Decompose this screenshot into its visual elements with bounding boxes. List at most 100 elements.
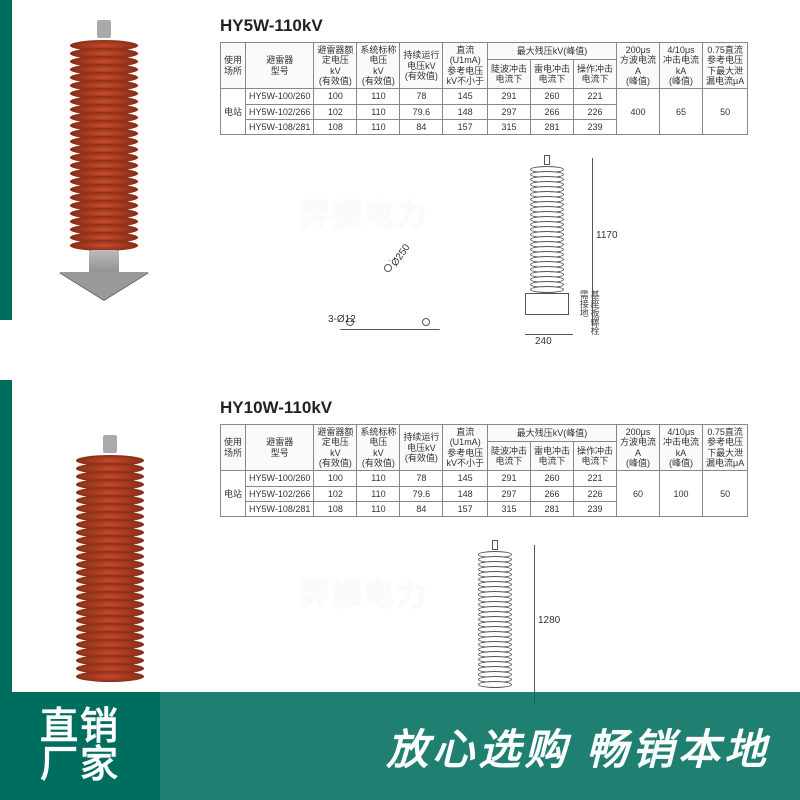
th-rated-v: 避雷器额定电压kV(有效值) — [314, 43, 357, 89]
cell: 110 — [357, 104, 400, 119]
th-max-res: 最大残压kV(峰值) — [487, 43, 616, 60]
base-plan-view — [340, 260, 450, 350]
cell: 239 — [573, 502, 616, 517]
th-steep: 陡波冲击电流下 — [487, 60, 530, 89]
section1-body: 电站 HY5W-100/260 100 110 78 145 291 260 2… — [221, 89, 748, 135]
cell-imp410: 65 — [660, 89, 703, 135]
cell-sq200: 60 — [617, 471, 660, 517]
cell: 110 — [357, 471, 400, 486]
th-leak: 0.75直流参考电压下最大泄漏电流μA — [703, 43, 748, 89]
cell: 110 — [357, 89, 400, 104]
cell: HY5W-108/281 — [246, 120, 314, 135]
bottom-overlay: 直销 厂家 放心选购 畅销本地 — [0, 692, 800, 800]
table-row: 电站 HY5W-100/260 100 110 78 145 291 260 2… — [221, 89, 748, 104]
cell: 79.6 — [400, 104, 443, 119]
section1-title: HY5W-110kV — [220, 16, 748, 36]
cell-place: 电站 — [221, 471, 246, 517]
insulator-top-cap — [103, 435, 117, 453]
th-switch: 操作冲击电流下 — [573, 442, 616, 471]
cell: 110 — [357, 502, 400, 517]
watermark-1: 羿振电力 — [300, 190, 428, 234]
cell: 102 — [314, 486, 357, 501]
cell: 148 — [443, 486, 488, 501]
dim-width-label: 240 — [535, 336, 552, 347]
badge-top: 直销 — [40, 708, 120, 746]
cell: 281 — [530, 502, 573, 517]
th-cont-v: 持续运行电压kV(有效值) — [400, 425, 443, 471]
th-switch: 操作冲击电流下 — [573, 60, 616, 89]
cell: 260 — [530, 89, 573, 104]
cell: 239 — [573, 120, 616, 135]
th-leak: 0.75直流参考电压下最大泄漏电流μA — [703, 425, 748, 471]
cell: 148 — [443, 104, 488, 119]
dim-sheds — [478, 551, 512, 688]
cell: HY5W-100/260 — [246, 471, 314, 486]
insulator-image-1 — [70, 20, 138, 300]
section1-table: 使用场所 避雷器型号 避雷器额定电压kV(有效值) 系统标称电压kV(有效值) … — [220, 42, 748, 135]
section2-table: 使用场所 避雷器型号 避雷器额定电压kV(有效值) 系统标称电压kV(有效值) … — [220, 424, 748, 517]
th-imp410: 4/10μs冲击电流kA(峰值) — [660, 425, 703, 471]
cell: 157 — [443, 502, 488, 517]
insulator-sheds — [76, 455, 144, 682]
section2-title: HY10W-110kV — [220, 398, 748, 418]
cell: 221 — [573, 89, 616, 104]
section2: HY10W-110kV 使用场所 避雷器型号 避雷器额定电压kV(有效值) 系统… — [220, 398, 748, 517]
cell: 226 — [573, 486, 616, 501]
th-lightning: 雷电冲击电流下 — [530, 442, 573, 471]
dim-sheds — [530, 166, 564, 293]
th-sq200: 200μs方波电流A(峰值) — [617, 425, 660, 471]
th-imp410: 4/10μs冲击电流kA(峰值) — [660, 43, 703, 89]
cell: 110 — [357, 486, 400, 501]
th-dc-ref: 直流(U1mA)参考电压kV不小于 — [443, 425, 488, 471]
cell: HY5W-108/281 — [246, 502, 314, 517]
cell: 226 — [573, 104, 616, 119]
cell: 102 — [314, 104, 357, 119]
th-model: 避雷器型号 — [246, 43, 314, 89]
th-model: 避雷器型号 — [246, 425, 314, 471]
cell: 221 — [573, 471, 616, 486]
th-use-place: 使用场所 — [221, 425, 246, 471]
dim-note: 基座板螺栓需接地 — [578, 290, 600, 335]
cell: 266 — [530, 104, 573, 119]
cell: 108 — [314, 120, 357, 135]
cell: 78 — [400, 471, 443, 486]
cell: 315 — [487, 502, 530, 517]
cell: 84 — [400, 120, 443, 135]
th-max-res: 最大残压kV(峰值) — [487, 425, 616, 442]
page-root: HY5W-110kV 使用场所 避雷器型号 避雷器额定电压kV(有效值) 系统标… — [0, 0, 800, 800]
dim2-height-label: 1280 — [538, 615, 560, 626]
cell-leak: 50 — [703, 89, 748, 135]
cell: 266 — [530, 486, 573, 501]
insulator-base-plate — [59, 272, 149, 300]
section2-body: 电站 HY5W-100/260 100 110 78 145 291 260 2… — [221, 471, 748, 517]
th-sq200: 200μs方波电流A(峰值) — [617, 43, 660, 89]
dim2-height-line — [534, 545, 535, 705]
cell-place: 电站 — [221, 89, 246, 135]
cell: HY5W-102/266 — [246, 486, 314, 501]
tri-bolt-label: 3-Ø12 — [328, 314, 356, 325]
cell: 145 — [443, 89, 488, 104]
th-cont-v: 持续运行电压kV(有效值) — [400, 43, 443, 89]
cell: 291 — [487, 471, 530, 486]
dim-width-line — [525, 334, 573, 335]
cell: 100 — [314, 89, 357, 104]
dim-base — [525, 293, 569, 315]
badge-bottom: 厂家 — [40, 746, 120, 784]
overlay-text: 放心选购 畅销本地 — [160, 716, 800, 777]
th-use-place: 使用场所 — [221, 43, 246, 89]
th-sys-v: 系统标称电压kV(有效值) — [357, 43, 400, 89]
section1: HY5W-110kV 使用场所 避雷器型号 避雷器额定电压kV(有效值) 系统标… — [220, 16, 748, 135]
dimension-drawing-2 — [478, 540, 512, 686]
badge: 直销 厂家 — [0, 692, 160, 800]
cell-imp410: 100 — [660, 471, 703, 517]
th-rated-v: 避雷器额定电压kV(有效值) — [314, 425, 357, 471]
cell: 281 — [530, 120, 573, 135]
th-lightning: 雷电冲击电流下 — [530, 60, 573, 89]
th-dc-ref: 直流(U1mA)参考电压kV不小于 — [443, 43, 488, 89]
insulator-image-2 — [76, 435, 144, 679]
cell: 108 — [314, 502, 357, 517]
cell: HY5W-102/266 — [246, 104, 314, 119]
watermark-2: 羿振电力 — [300, 570, 428, 614]
cell: 78 — [400, 89, 443, 104]
cell: 110 — [357, 120, 400, 135]
